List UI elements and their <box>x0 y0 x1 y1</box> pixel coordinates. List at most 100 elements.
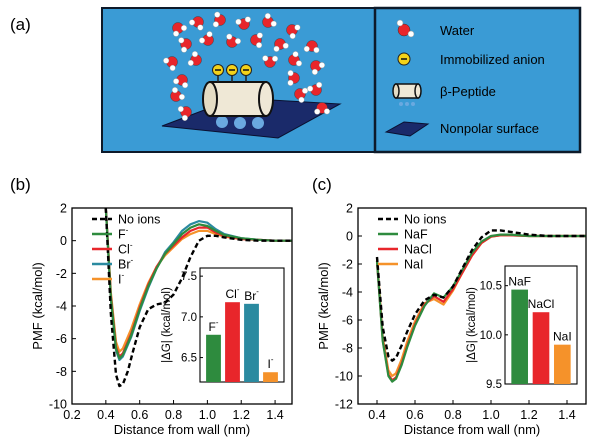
y-axis-label: PMF (kcal/mol) <box>316 262 331 349</box>
water-molecule-icon <box>177 106 192 121</box>
x-tick-label: 1.0 <box>482 408 499 422</box>
y-tick-label: 2 <box>60 202 67 216</box>
y-tick-label: 2 <box>346 202 353 216</box>
water-molecule-icon <box>262 55 279 68</box>
water-molecule-icon <box>170 87 185 102</box>
inset-bar-label: I- <box>268 355 274 371</box>
water-molecule-icon <box>173 74 189 89</box>
legend-label-surface: Nonpolar surface <box>440 121 539 136</box>
water-molecule-icon <box>288 51 302 67</box>
schematic-legend-box <box>373 6 582 154</box>
y-tick-label: -6 <box>56 332 67 346</box>
inset-y-tick-label: 9.5 <box>486 379 502 391</box>
x-tick-label: 0.4 <box>97 408 114 422</box>
inset-bar-label: Br- <box>244 287 259 303</box>
y-tick-label: -4 <box>56 300 67 314</box>
inset-bar <box>206 334 221 382</box>
legend-label-water: Water <box>440 23 475 38</box>
y-tick-label: -6 <box>342 314 353 328</box>
water-molecule-icon <box>286 24 301 39</box>
chart-b: 0.2 0.4 0.6 0.8 1.0 1.2 1.4 2 0 -2 -4 -6 -8 -10 Distan… <box>30 202 293 437</box>
water-molecule-icon <box>294 87 309 103</box>
x-tick-label: 1.2 <box>520 408 537 422</box>
schematic-panel: Water Immobilized anion β-Peptide Nonpol… <box>101 6 582 154</box>
series-line-f <box>104 208 292 360</box>
water-molecule-icon <box>307 81 323 96</box>
water-molecule-icon <box>226 33 241 48</box>
inset-y-tick-label: 10.5 <box>480 281 502 293</box>
panel-label-c: (c) <box>312 175 332 194</box>
x-tick-label: 1.2 <box>233 408 250 422</box>
y-tick-label: -10 <box>335 370 353 384</box>
inset-bar-chart: NaF NaCl NaI 9.5 10.0 10.5|ΔG| (kcal/mol) <box>466 265 578 391</box>
legend-label-peptide: β-Peptide <box>440 84 496 99</box>
water-molecule-icon <box>172 22 187 37</box>
legend-anion-icon <box>397 52 411 66</box>
water-molecule-icon <box>199 31 214 46</box>
y-tick-label: 0 <box>346 230 353 244</box>
x-axis-label: Distance from wall (nm) <box>114 422 251 437</box>
inset-bar <box>225 302 240 382</box>
y-tick-label: -8 <box>56 365 67 379</box>
surface-beads <box>216 116 264 129</box>
immobilized-anions <box>212 64 252 82</box>
inset-y-tick-label: 7.5 <box>181 271 197 283</box>
water-molecule-icon <box>303 40 320 54</box>
legend-label: NaCl <box>404 243 432 257</box>
water-molecule-icon <box>273 38 289 52</box>
series-group <box>104 208 292 388</box>
x-tick-label: 0.8 <box>444 408 461 422</box>
inset-bar <box>244 303 259 382</box>
y-tick-label: -10 <box>49 398 67 412</box>
water-molecule-icon <box>235 16 251 30</box>
water-molecule-icon <box>250 32 263 49</box>
legend-label: NaF <box>404 228 428 242</box>
inset-bar-label: NaF <box>508 275 531 289</box>
x-axis-label: Distance from wall (nm) <box>404 422 541 437</box>
inset-y-axis-label: |ΔG| (kcal/mol) <box>161 287 173 363</box>
inset-y-axis-label: |ΔG| (kcal/mol) <box>466 287 478 363</box>
inset-bar-chart: F- Cl- Br- I- 6.5 7.0 7.5 |ΔG| (kcal/mol) <box>161 267 285 383</box>
x-tick-label: 0.2 <box>63 408 80 422</box>
y-tick-label: 0 <box>60 234 67 248</box>
water-molecule-icon <box>178 37 192 53</box>
x-tick-label: 0.6 <box>406 408 423 422</box>
x-tick-label: 1.4 <box>266 408 283 422</box>
water-molecule-icon <box>189 16 204 31</box>
inset-y-tick-label: 10.0 <box>480 330 502 342</box>
inset-bar <box>532 312 550 384</box>
x-tick-label: 0.6 <box>131 408 148 422</box>
legend-label: I- <box>118 271 124 287</box>
inset-y-tick-label: 6.5 <box>181 353 197 365</box>
water-molecule-icon <box>163 56 178 71</box>
water-molecule-icon <box>187 51 202 66</box>
water-molecule-icon <box>314 102 330 115</box>
x-tick-label: 0.4 <box>368 408 385 422</box>
y-tick-label: -2 <box>56 267 67 281</box>
legend-label: No ions <box>118 213 160 227</box>
plot-frame <box>357 207 587 405</box>
y-tick-label: -2 <box>342 258 353 272</box>
legend-surface-icon <box>384 121 430 137</box>
y-tick-label: -12 <box>335 398 353 412</box>
water-molecule-icon <box>212 11 226 28</box>
water-molecules <box>163 11 330 121</box>
series-line-no-ions <box>104 208 292 388</box>
x-tick-label: 1.4 <box>558 408 575 422</box>
inset-bar-label: F- <box>209 318 219 334</box>
inset-bar-label: NaI <box>553 330 572 344</box>
series-line-no-ions <box>375 229 586 362</box>
x-tick-label: 1.0 <box>199 408 216 422</box>
x-tick-label: 0.8 <box>165 408 182 422</box>
y-tick-label: -4 <box>342 286 353 300</box>
water-molecule-icon <box>262 13 277 28</box>
inset-bar <box>263 372 278 382</box>
legend-label: F- <box>118 226 129 242</box>
legend-peptide-icon <box>392 83 422 106</box>
series-group <box>375 229 586 383</box>
legend-label: Cl- <box>118 241 133 257</box>
legend-label-anion: Immobilized anion <box>440 52 545 67</box>
chart-c: 0.4 0.6 0.8 1.0 1.2 1.4 2 0 -2 -4 -6 -8 -10 -12 Distan… <box>316 202 587 437</box>
legend-label: No ions <box>404 213 446 227</box>
water-molecule-icon <box>310 60 325 75</box>
